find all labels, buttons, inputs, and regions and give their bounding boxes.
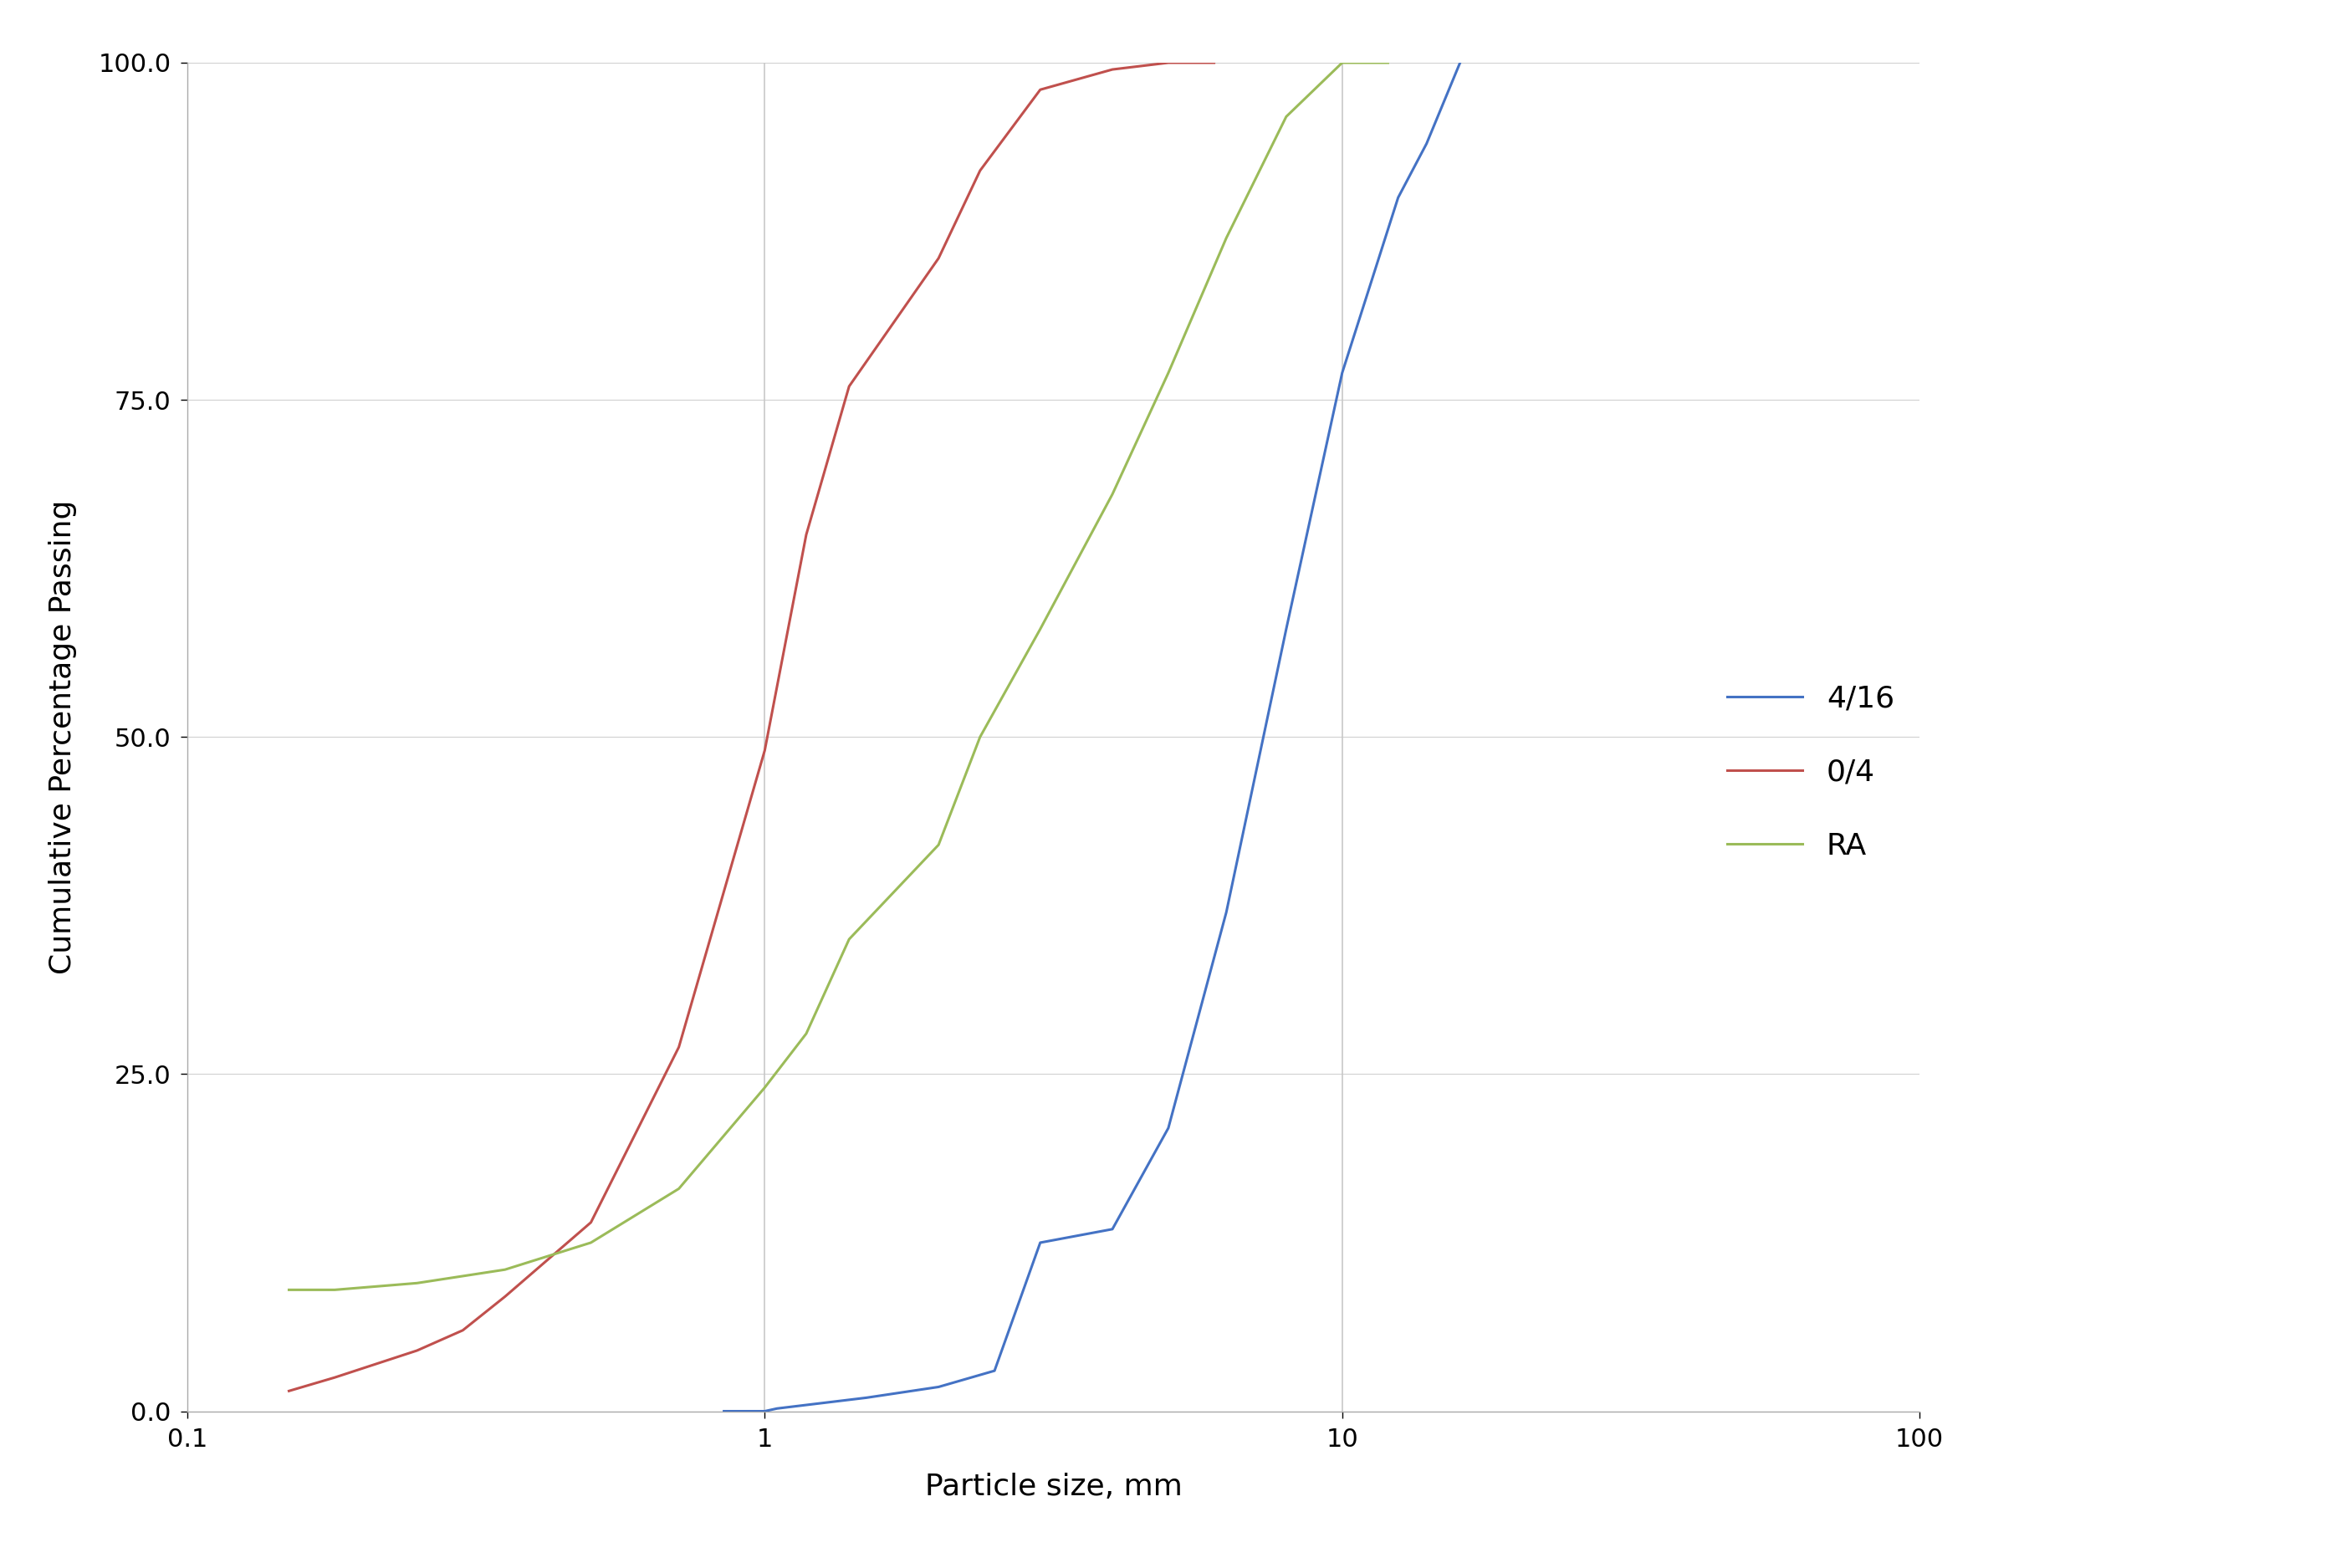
0/4 (967, 162, 995, 180)
4/16 (1447, 53, 1475, 72)
4/16 (796, 1396, 824, 1414)
0/4 (403, 1341, 431, 1359)
0/4 (665, 1038, 693, 1057)
4/16 (1271, 619, 1299, 638)
RA (836, 930, 864, 949)
0/4 (274, 1381, 302, 1400)
4/16 (763, 1399, 791, 1417)
RA (1271, 107, 1299, 125)
RA (492, 1261, 520, 1279)
RA (925, 836, 953, 855)
Line: 4/16: 4/16 (723, 63, 1461, 1411)
4/16 (1154, 1118, 1182, 1137)
RA (751, 1079, 780, 1098)
4/16 (1098, 1220, 1126, 1239)
4/16 (709, 1402, 737, 1421)
Line: 0/4: 0/4 (288, 63, 1215, 1391)
4/16 (751, 1402, 780, 1421)
RA (403, 1273, 431, 1292)
0/4 (1098, 60, 1126, 78)
4/16 (1412, 135, 1440, 154)
0/4 (925, 249, 953, 268)
0/4 (576, 1214, 604, 1232)
Y-axis label: Cumulative Percentage Passing: Cumulative Percentage Passing (49, 500, 77, 974)
RA (274, 1281, 302, 1300)
4/16 (1327, 364, 1355, 383)
RA (1025, 619, 1053, 638)
RA (665, 1179, 693, 1198)
0/4 (1201, 53, 1229, 72)
Legend: 4/16, 0/4, RA: 4/16, 0/4, RA (1728, 685, 1894, 861)
0/4 (836, 376, 864, 395)
0/4 (1025, 80, 1053, 99)
Line: RA: RA (288, 63, 1388, 1290)
RA (1327, 53, 1355, 72)
4/16 (1384, 188, 1412, 207)
0/4 (492, 1287, 520, 1306)
4/16 (925, 1378, 953, 1397)
RA (1154, 364, 1182, 383)
RA (967, 728, 995, 746)
RA (576, 1232, 604, 1251)
4/16 (1213, 903, 1241, 922)
0/4 (321, 1367, 349, 1388)
RA (1098, 485, 1126, 503)
0/4 (449, 1320, 478, 1339)
RA (1374, 53, 1402, 72)
RA (321, 1281, 349, 1300)
RA (1213, 229, 1241, 248)
0/4 (791, 525, 819, 544)
4/16 (852, 1388, 880, 1406)
RA (791, 1024, 819, 1043)
0/4 (1154, 53, 1182, 72)
0/4 (751, 742, 780, 760)
X-axis label: Particle size, mm: Particle size, mm (925, 1472, 1182, 1501)
4/16 (981, 1361, 1009, 1380)
4/16 (1025, 1232, 1053, 1251)
